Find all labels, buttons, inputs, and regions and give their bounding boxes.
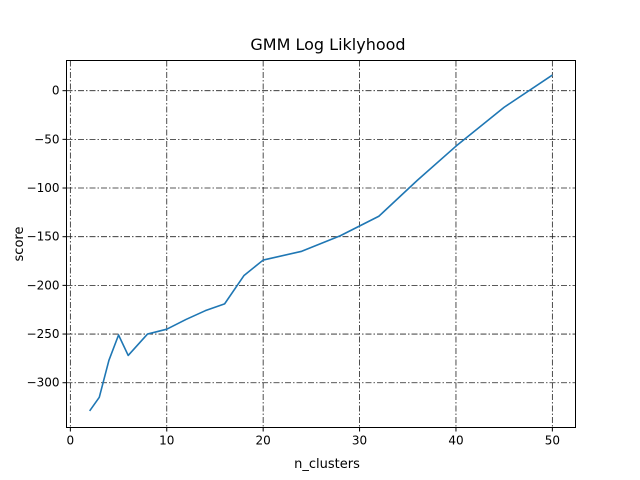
x-tick-label: 50 [545, 434, 560, 448]
y-axis-label: score [12, 227, 27, 262]
y-tick-label: −200 [27, 278, 60, 292]
chart-title: GMM Log Liklyhood [250, 35, 405, 54]
series-layer [88, 74, 553, 412]
series-line [88, 74, 553, 412]
grid-layer [66, 60, 576, 428]
x-tick-label: 40 [448, 434, 463, 448]
y-tick-label: −150 [27, 230, 60, 244]
x-axis-label: n_clusters [294, 457, 360, 472]
x-tick-label: 20 [256, 434, 271, 448]
x-tick-label: 30 [352, 434, 367, 448]
y-axis-ticks: 0 −50 −100 −150 −200 −250 −300 [27, 84, 67, 390]
x-tick-label: 10 [159, 434, 174, 448]
y-tick-label: 0 [52, 84, 60, 98]
y-tick-label: −50 [34, 132, 59, 146]
y-tick-label: −250 [27, 327, 60, 341]
y-tick-label: −300 [27, 376, 60, 390]
x-axis-ticks: 0 10 20 30 40 50 [67, 427, 560, 448]
plot-frame [66, 60, 576, 428]
x-tick-label: 0 [67, 434, 75, 448]
y-tick-label: −100 [27, 181, 60, 195]
